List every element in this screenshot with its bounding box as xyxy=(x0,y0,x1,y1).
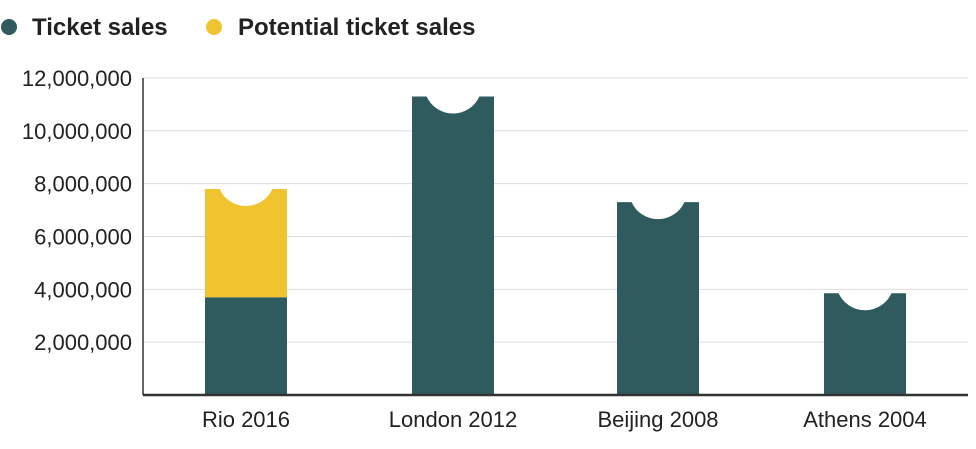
bar-rio-2016-ticket-sales xyxy=(205,297,287,395)
y-tick-label: 4,000,000 xyxy=(34,277,132,302)
y-tick-label: 2,000,000 xyxy=(34,330,132,355)
y-tick-label: 12,000,000 xyxy=(22,66,132,91)
bar-athens-2004-ticket-sales xyxy=(824,293,906,395)
x-tick-label: Beijing 2008 xyxy=(597,407,718,432)
y-tick-label: 6,000,000 xyxy=(34,225,132,250)
bars xyxy=(205,96,906,395)
y-tick-label: 10,000,000 xyxy=(22,119,132,144)
legend-marker-ticket-sales xyxy=(1,19,17,35)
bar-beijing-2008-ticket-sales xyxy=(617,202,699,395)
y-tick-label: 8,000,000 xyxy=(34,172,132,197)
x-axis-ticks: Rio 2016 London 2012 Beijing 2008 Athens 20… xyxy=(202,407,927,432)
bar-london-2012-ticket-sales xyxy=(412,96,494,395)
x-tick-label: London 2012 xyxy=(389,407,517,432)
legend-marker-potential-ticket-sales xyxy=(206,19,222,35)
legend-label-ticket-sales: Ticket sales xyxy=(32,14,168,41)
bar-rio-2016-potential-ticket-sales xyxy=(205,188,287,298)
legend-label-potential-ticket-sales: Potential ticket sales xyxy=(238,14,475,41)
y-axis-ticks: 2,000,000 4,000,000 6,000,000 8,000,000 10,0… xyxy=(22,66,132,355)
x-tick-label: Athens 2004 xyxy=(803,407,927,432)
legend: Ticket sales Potential ticket sales xyxy=(1,14,475,41)
x-tick-label: Rio 2016 xyxy=(202,407,290,432)
